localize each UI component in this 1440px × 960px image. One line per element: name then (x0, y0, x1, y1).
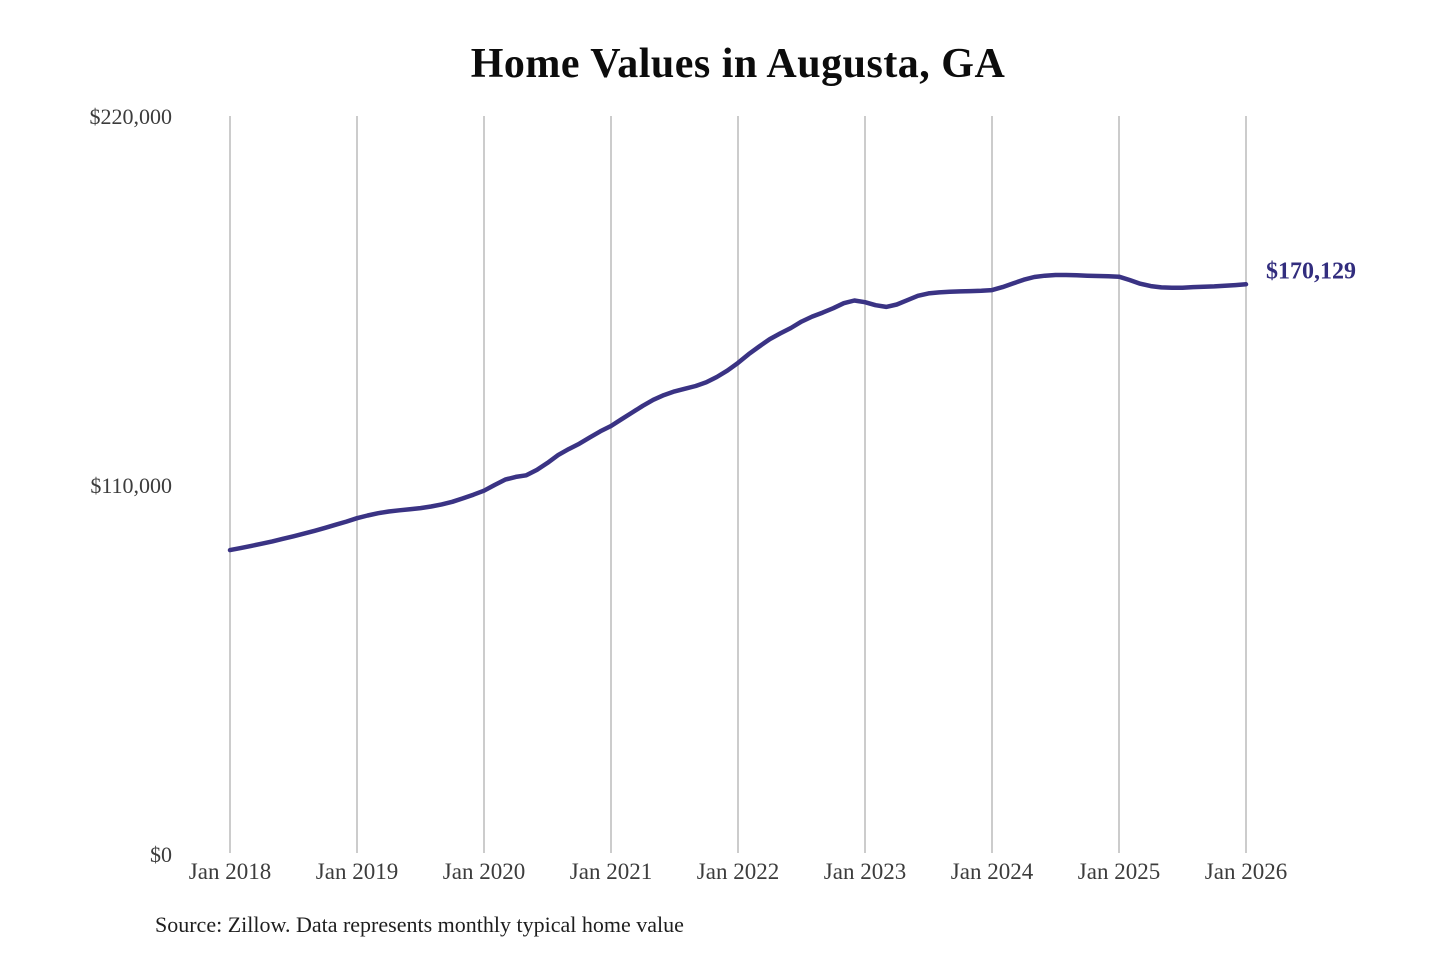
gridline (1245, 116, 1247, 853)
gridline (229, 116, 231, 853)
gridline (483, 116, 485, 853)
x-axis-label: Jan 2024 (950, 859, 1034, 884)
y-axis-label: $0 (150, 842, 172, 867)
current-value-label: $170,129 (1266, 258, 1356, 285)
source-note: Source: Zillow. Data represents monthly … (155, 912, 684, 937)
y-axis-label: $110,000 (90, 473, 172, 498)
x-axis-label: Jan 2022 (696, 859, 780, 884)
x-axis-label: Jan 2026 (1204, 859, 1288, 884)
x-axis-label: Jan 2023 (823, 859, 907, 884)
gridline (864, 116, 866, 853)
gridline (737, 116, 739, 853)
x-axis-label: Jan 2021 (569, 859, 653, 884)
x-axis-label: Jan 2019 (315, 859, 399, 884)
gridline (991, 116, 993, 853)
chart-title: Home Values in Augusta, GA (470, 41, 1006, 87)
y-axis-label: $220,000 (89, 104, 173, 129)
x-axis-label: Jan 2025 (1077, 859, 1161, 884)
gridline (610, 116, 612, 853)
x-axis-label: Jan 2020 (442, 859, 526, 884)
gridline (356, 116, 358, 853)
x-axis-label: Jan 2018 (188, 859, 272, 884)
gridline (1118, 116, 1120, 853)
